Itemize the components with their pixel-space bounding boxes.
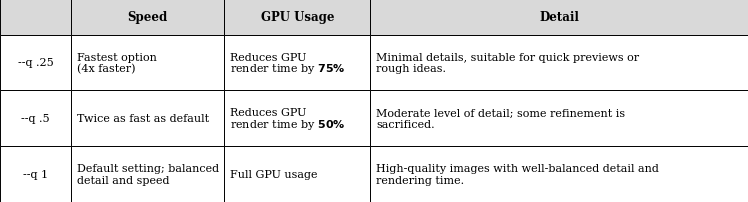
Bar [370,146,748,202]
Text: --q .5: --q .5 [21,114,50,124]
Bar [370,91,748,146]
Text: Minimal details, suitable for quick previews or: Minimal details, suitable for quick prev… [376,52,640,62]
Text: Detail: Detail [539,11,579,24]
Text: render time by 75%: render time by 75% [230,64,343,74]
Text: Speed: Speed [128,11,168,24]
Bar [370,0,748,35]
Bar [0,35,71,91]
Text: --q .25: --q .25 [18,58,53,68]
Text: Default setting; balanced: Default setting; balanced [77,163,219,174]
Text: GPU Usage: GPU Usage [260,11,334,24]
Text: Reduces GPU: Reduces GPU [230,52,307,62]
Text: render time by $\mathbf{75\%}$: render time by $\mathbf{75\%}$ [230,62,346,76]
Text: render time by $\mathbf{50\%}$: render time by $\mathbf{50\%}$ [230,118,346,131]
Text: Reduces GPU: Reduces GPU [230,108,307,118]
Text: rendering time.: rendering time. [376,175,465,185]
Text: render time by 50%: render time by 50% [230,119,343,129]
Bar [71,91,224,146]
Bar [224,0,370,35]
Text: High-quality images with well-balanced detail and: High-quality images with well-balanced d… [376,163,659,174]
Bar [0,91,71,146]
Bar [71,0,224,35]
Bar [370,35,748,91]
Bar [224,91,370,146]
Bar [224,35,370,91]
Text: Fastest option: Fastest option [77,52,157,62]
Text: sacrificed.: sacrificed. [376,119,435,129]
Text: (4x faster): (4x faster) [77,64,135,74]
Text: Twice as fast as default: Twice as fast as default [77,114,209,124]
Text: Full GPU usage: Full GPU usage [230,169,318,179]
Bar [224,146,370,202]
Text: Moderate level of detail; some refinement is: Moderate level of detail; some refinemen… [376,108,625,118]
Bar [0,146,71,202]
Bar [0,0,71,35]
Text: rough ideas.: rough ideas. [376,64,447,74]
Bar [71,146,224,202]
Text: detail and speed: detail and speed [77,175,170,185]
Text: --q 1: --q 1 [23,169,48,179]
Bar [71,35,224,91]
